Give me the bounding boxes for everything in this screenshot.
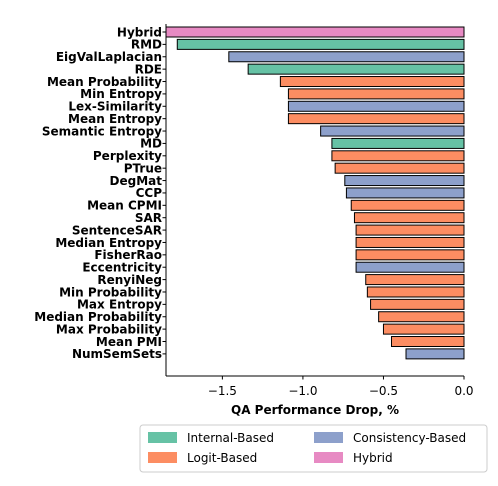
- category-label: Hybrid: [117, 25, 162, 39]
- category-label: RDE: [135, 62, 162, 76]
- category-label: SentenceSAR: [72, 223, 162, 237]
- bar: [366, 286, 465, 298]
- x-tick-label: 0.0: [454, 384, 473, 398]
- bar: [355, 236, 465, 248]
- bar: [391, 336, 465, 347]
- category-label: Lex-Similarity: [68, 100, 162, 114]
- category-label: FisherRao: [94, 248, 162, 262]
- legend-swatch: [148, 452, 177, 463]
- category-label: Mean Entropy: [68, 112, 162, 126]
- bar: [287, 100, 465, 112]
- legend: Internal-Based Logit-Based Consistency-Bas…: [139, 424, 488, 473]
- category-label: Mean CPMI: [87, 199, 162, 213]
- category-label: Max Entropy: [77, 298, 162, 312]
- x-tick-label: −1.5: [208, 384, 237, 398]
- bar: [382, 323, 465, 335]
- bar: [378, 311, 465, 323]
- category-label: Mean PMI: [96, 335, 162, 349]
- axes: [162, 24, 464, 377]
- bar: [176, 38, 465, 50]
- x-tick-label: −0.5: [369, 384, 398, 398]
- category-label: EigValLaplacian: [56, 50, 162, 64]
- x-tick-label: −1.0: [288, 384, 317, 398]
- bar: [331, 150, 465, 162]
- bar: [287, 113, 465, 125]
- bar: [370, 298, 465, 310]
- category-label: Perplexity: [93, 149, 162, 163]
- bar: [344, 175, 465, 187]
- category-label: SAR: [135, 211, 162, 225]
- category-label: Min Probability: [59, 285, 162, 299]
- legend-swatch: [314, 432, 343, 443]
- bar: [247, 63, 465, 75]
- category-label: PTrue: [124, 161, 162, 175]
- bar: [287, 88, 465, 100]
- category-label: Max Probability: [56, 322, 162, 336]
- legend-swatch: [148, 432, 177, 443]
- category-label: Median Entropy: [55, 236, 162, 250]
- bar: [350, 199, 465, 211]
- bar: [228, 51, 465, 63]
- bar: [279, 76, 465, 88]
- category-label: Eccentricity: [82, 261, 162, 275]
- legend-label: Logit-Based: [187, 451, 257, 465]
- legend-label: Consistency-Based: [353, 431, 466, 445]
- bar: [405, 348, 465, 360]
- category-label: Median Probability: [34, 310, 162, 324]
- category-label: Min Entropy: [80, 87, 162, 101]
- bar: [331, 137, 465, 149]
- category-label: RMD: [131, 38, 162, 52]
- bar: [355, 249, 465, 261]
- category-label: DegMat: [110, 174, 163, 188]
- legend-label: Hybrid: [353, 451, 393, 465]
- legend-label: Internal-Based: [187, 431, 274, 445]
- bars-layer: [165, 26, 465, 360]
- bar: [345, 187, 465, 199]
- bar: [320, 125, 465, 137]
- category-label: CCP: [136, 186, 163, 200]
- bar: [355, 261, 465, 273]
- legend-swatch: [314, 452, 343, 463]
- bar: [355, 224, 465, 236]
- bar: [165, 26, 465, 38]
- x-ticks: −1.5 −1.0 −0.5 0.0: [208, 376, 474, 398]
- category-label: MD: [140, 137, 162, 151]
- category-label: Semantic Entropy: [42, 124, 162, 138]
- category-label: NumSemSets: [72, 347, 162, 361]
- x-axis-title: QA Performance Drop, %: [231, 403, 399, 417]
- bar: [353, 212, 465, 224]
- category-label: Mean Probability: [47, 75, 162, 89]
- legend-frame: [139, 424, 488, 473]
- category-label: RenyiNeg: [97, 273, 162, 287]
- bar: [365, 274, 465, 286]
- bar: [334, 162, 465, 174]
